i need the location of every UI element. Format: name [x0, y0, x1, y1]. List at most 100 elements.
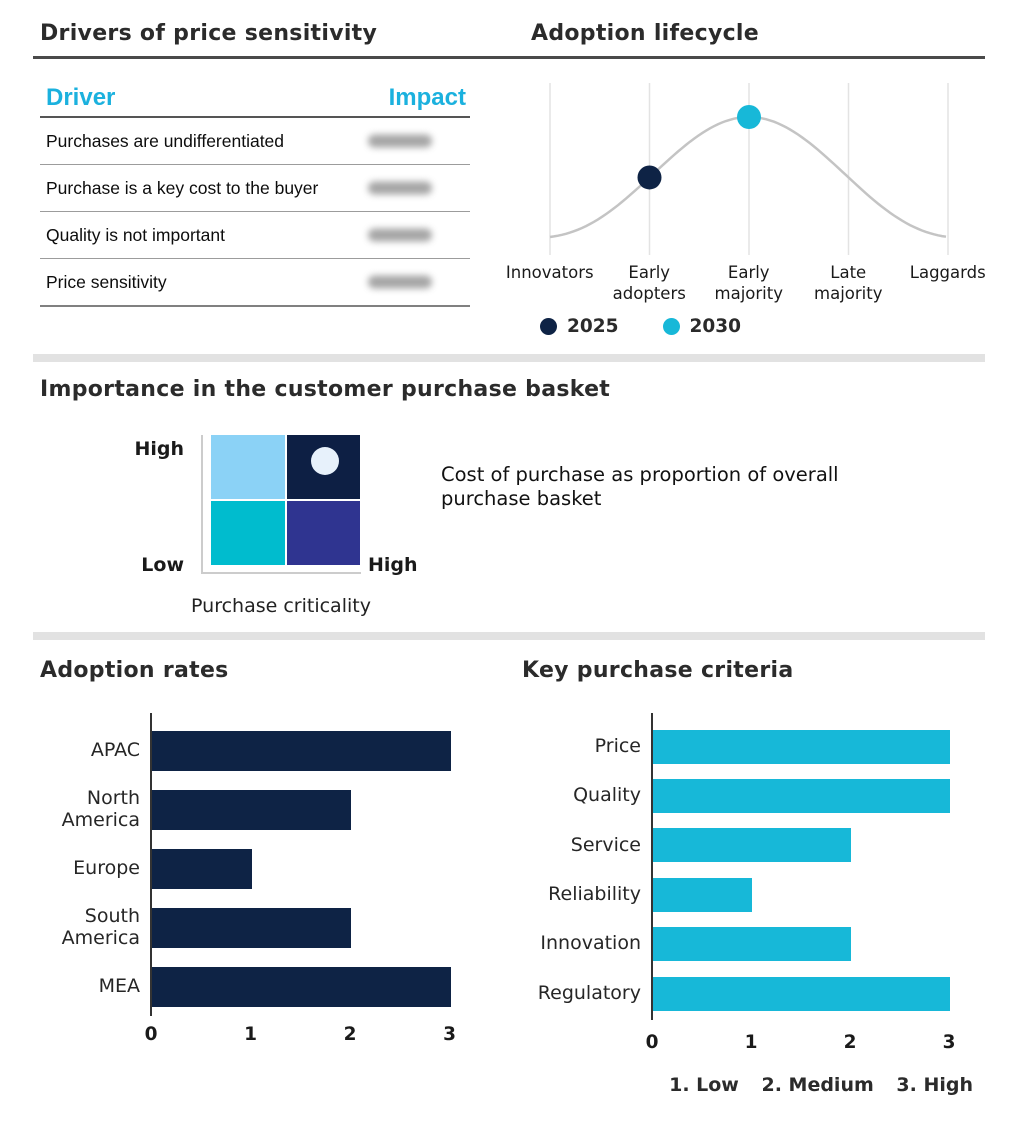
- axis-tick-label: 1: [744, 1032, 758, 1053]
- bar-track: [651, 828, 982, 863]
- bar-mea: [152, 966, 451, 1007]
- drivers-table: Driver Impact Purchases are undifferenti…: [40, 74, 470, 307]
- table-row: Purchases are undifferentiated: [40, 118, 470, 165]
- axis-tick-label: 3: [942, 1032, 956, 1053]
- purchase-basket-matrix: [211, 435, 360, 565]
- impact-value-blurred: [368, 181, 432, 195]
- bar-row: Reliability: [520, 870, 982, 919]
- category-label: North America: [61, 787, 140, 832]
- category-label: Innovation: [540, 932, 641, 955]
- category-label: Innovators: [505, 263, 594, 282]
- axis-tick-label: 0: [144, 1024, 158, 1045]
- bar-row: Regulatory: [520, 969, 982, 1018]
- axis-tick-label: 0: [645, 1032, 659, 1053]
- bar-row: South America: [33, 898, 461, 957]
- impact-value-blurred: [368, 275, 432, 289]
- quadrant-bottom-right: [286, 501, 360, 565]
- matrix-y-high-label: High: [134, 438, 184, 460]
- matrix-x-axis-title: Purchase criticality: [191, 595, 371, 617]
- bar-track: [651, 976, 982, 1011]
- matrix-y-low-label: Low: [141, 554, 184, 576]
- matrix-annotation: Cost of purchase as proportion of overal…: [441, 463, 839, 510]
- footnote-medium: 2. Medium: [761, 1074, 874, 1096]
- category-label: Late majority: [814, 263, 883, 303]
- adoption-lifecycle-chart: [549, 83, 949, 255]
- section-title-basket: Importance in the customer purchase bask…: [40, 377, 611, 402]
- legend-item: 2030: [662, 316, 742, 337]
- category-label: Service: [570, 833, 641, 856]
- adoption-rates-y-axis: [150, 713, 152, 1016]
- data-point-2030: [737, 105, 761, 129]
- category-label: MEA: [98, 974, 140, 997]
- adoption-rates-x-ticks: 0 1 2 3: [145, 1024, 461, 1050]
- footnote-high: 3. High: [896, 1074, 973, 1096]
- matrix-x-high-label: High: [368, 554, 418, 576]
- bar-track: [651, 779, 982, 814]
- driver-cell: Quality is not important: [46, 224, 225, 245]
- matrix-y-axis-line: [201, 435, 203, 574]
- table-row: Purchase is a key cost to the buyer: [40, 165, 470, 212]
- bar-track: [150, 907, 461, 948]
- column-header-impact: Impact: [388, 84, 466, 111]
- bar-service: [653, 828, 851, 863]
- bar-row: MEA: [33, 957, 461, 1016]
- bell-curve: [549, 115, 947, 239]
- category-label: Quality: [573, 784, 641, 807]
- axis-tick-label: 2: [843, 1032, 857, 1053]
- legend-dot-2025: [540, 318, 557, 335]
- driver-cell: Price sensitivity: [46, 271, 167, 292]
- bar-innovation: [653, 927, 851, 962]
- bar-north-america: [152, 790, 351, 831]
- adoption-rates-chart: APAC North America Europe South America MEA: [33, 722, 461, 1016]
- legend-dot-2030: [662, 318, 680, 335]
- legend-label: 2025: [567, 316, 619, 337]
- lifecycle-legend: 2025 2030: [540, 316, 741, 337]
- matrix-marker: [310, 447, 339, 475]
- category-label: APAC: [90, 739, 140, 762]
- bar-track: [651, 729, 982, 764]
- bar-row: Europe: [33, 840, 461, 899]
- driver-cell: Purchases are undifferentiated: [46, 130, 285, 151]
- category-label: Europe: [73, 857, 140, 880]
- bar-track: [150, 966, 461, 1007]
- key-criteria-y-axis: [651, 713, 653, 1020]
- bar-row: Quality: [520, 771, 982, 820]
- bar-row: APAC: [33, 722, 461, 781]
- bar-row: Service: [520, 821, 982, 870]
- column-header-driver: Driver: [46, 84, 116, 111]
- bar-track: [150, 848, 461, 889]
- table-row: Quality is not important: [40, 212, 470, 259]
- section-divider: [33, 632, 985, 640]
- bar-track: [150, 731, 461, 772]
- quadrant-top-left: [211, 435, 285, 499]
- legend-label: 2030: [689, 316, 742, 337]
- section-divider: [33, 354, 985, 362]
- axis-tick-label: 2: [343, 1024, 357, 1045]
- axis-tick-label: 3: [443, 1024, 456, 1045]
- bar-row: Price: [520, 722, 982, 771]
- category-label: Reliability: [548, 882, 641, 905]
- bar-track: [651, 877, 982, 912]
- category-label: Early majority: [714, 263, 783, 303]
- bar-regulatory: [653, 976, 950, 1011]
- footnote-low: 1. Low: [669, 1074, 739, 1096]
- section-title-adoption-rates: Adoption rates: [40, 658, 229, 683]
- impact-value-blurred: [368, 228, 432, 242]
- bar-apac: [152, 731, 451, 772]
- driver-cell: Purchase is a key cost to the buyer: [46, 177, 319, 198]
- category-label: Regulatory: [537, 981, 641, 1004]
- legend-item: 2025: [540, 316, 619, 337]
- impact-value-blurred: [368, 134, 432, 148]
- bar-track: [651, 927, 982, 962]
- section-title-key-criteria: Key purchase criteria: [522, 658, 794, 683]
- bar-row: Innovation: [520, 920, 982, 969]
- section-title-drivers: Drivers of price sensitivity: [40, 21, 378, 46]
- header-rule: [33, 56, 985, 59]
- bar-south-america: [152, 907, 351, 948]
- matrix-x-axis-line: [201, 572, 361, 574]
- table-header-row: Driver Impact: [40, 74, 470, 118]
- bar-track: [150, 790, 461, 831]
- key-criteria-x-ticks: 0 1 2 3: [646, 1032, 962, 1058]
- category-label: Price: [594, 734, 641, 757]
